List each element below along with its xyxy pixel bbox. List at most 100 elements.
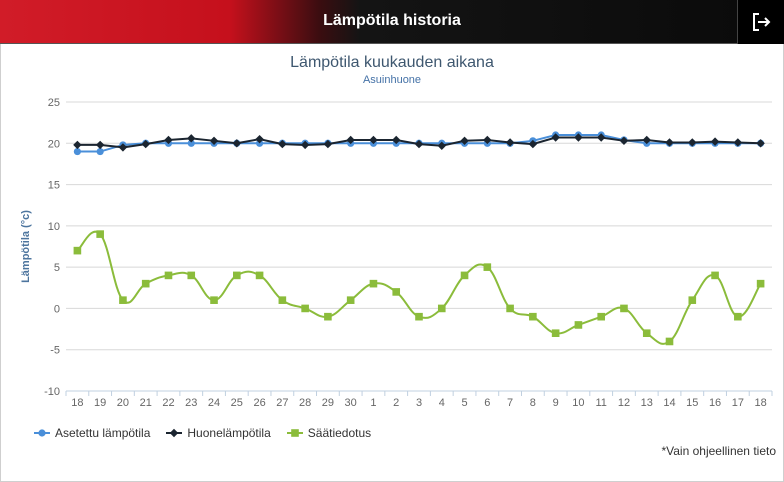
legend-label: Säätiedotus	[307, 426, 372, 440]
data-point	[596, 133, 606, 142]
x-tick-label: 2	[393, 397, 399, 409]
series-huonel-mp-tila	[73, 133, 765, 152]
data-point	[551, 329, 560, 337]
data-point	[141, 279, 150, 288]
data-point	[232, 139, 242, 148]
x-tick-label: 7	[507, 397, 513, 409]
legend-marker	[38, 429, 46, 437]
x-tick-label: 20	[117, 397, 129, 409]
x-tick-label: 30	[345, 397, 357, 409]
legend-item[interactable]: Säätiedotus	[286, 426, 372, 440]
data-point	[483, 135, 492, 145]
data-point	[300, 140, 310, 150]
data-point	[301, 304, 309, 313]
chart-legend: Asetettu lämpötila Huonelämpötila Säätiedo…	[34, 424, 387, 442]
y-tick-label: 0	[54, 303, 60, 315]
x-tick-label: 14	[663, 397, 675, 409]
series-line	[76, 230, 762, 345]
x-tick-label: 17	[732, 397, 744, 409]
data-point	[209, 136, 219, 146]
data-point	[164, 135, 173, 145]
logout-button[interactable]	[737, 0, 784, 44]
data-point	[460, 271, 469, 280]
chart-subtitle: Asuinhuone	[362, 74, 422, 86]
chart-title: Lämpötila kuukauden aikana	[290, 54, 494, 71]
data-point	[733, 138, 743, 147]
data-point	[528, 139, 538, 149]
legend-marker	[170, 428, 179, 438]
legend-symbol	[286, 429, 303, 437]
data-point	[73, 147, 81, 156]
x-tick-label: 28	[299, 397, 311, 409]
y-tick-label: 15	[48, 180, 60, 192]
x-tick-label: 25	[231, 397, 243, 409]
data-point	[506, 304, 514, 313]
x-tick-label: 12	[618, 397, 630, 409]
y-tick-label: -5	[50, 345, 60, 357]
y-tick-label: 20	[48, 138, 60, 150]
data-point	[688, 296, 697, 304]
data-point	[73, 140, 82, 150]
x-tick-label: 19	[94, 397, 106, 409]
data-point	[187, 139, 195, 147]
x-tick-label: 4	[439, 397, 445, 409]
data-point	[665, 337, 674, 346]
page-title: Lämpötila historia	[323, 12, 461, 29]
data-point	[95, 140, 105, 150]
data-point	[642, 329, 651, 337]
data-point	[278, 139, 287, 149]
data-point	[483, 263, 492, 271]
data-point	[392, 288, 401, 296]
data-point	[96, 230, 104, 238]
y-axis: -10 -5 0 5 10 15 20 25 Lämpötila (°c)	[20, 97, 60, 398]
header-bar: Lämpötila historia	[0, 0, 784, 44]
legend-label: Asetettu lämpötila	[55, 426, 151, 440]
x-tick-label: 16	[709, 397, 721, 409]
legend-marker	[290, 429, 299, 437]
data-point	[96, 147, 104, 156]
legend-label: Huonelämpötila	[187, 426, 271, 440]
series-s-tiedotus	[73, 230, 765, 346]
x-tick-label: 1	[370, 397, 376, 409]
data-point	[734, 312, 742, 321]
x-tick-label: 9	[553, 397, 559, 409]
legend-item[interactable]: Huonelämpötila	[166, 426, 271, 440]
data-point	[688, 138, 697, 147]
data-point	[619, 136, 629, 146]
data-point	[505, 138, 515, 147]
legend-item[interactable]: Asetettu lämpötila	[34, 426, 150, 440]
x-tick-label: 27	[276, 397, 288, 409]
data-point	[233, 271, 241, 280]
x-tick-label: 3	[416, 397, 422, 409]
y-axis-label: Lämpötila (°c)	[20, 210, 32, 283]
data-point	[415, 312, 423, 321]
footnote: *Vain ohjeellinen tieto	[661, 444, 776, 458]
data-point	[119, 296, 127, 304]
legend-symbol	[34, 429, 50, 437]
data-point	[255, 134, 264, 144]
data-point	[392, 135, 401, 145]
data-point	[437, 141, 446, 150]
data-point	[437, 304, 446, 313]
data-point	[118, 143, 128, 152]
x-tick-label: 11	[595, 397, 606, 409]
x-tick-label: 6	[484, 397, 490, 409]
data-point	[711, 271, 719, 280]
chart-series	[73, 131, 765, 346]
logout-icon	[753, 13, 771, 31]
y-tick-label: 5	[54, 262, 60, 274]
data-point	[73, 246, 82, 255]
x-tick-label: 8	[530, 397, 536, 409]
data-point	[141, 139, 150, 149]
y-tick-label: 25	[48, 97, 60, 109]
x-tick-label: 13	[641, 397, 653, 409]
x-axis: 18 19 20 21 22 23 24 25 26 27 28 29 30 1 2 3 4 5 6 7 8 9 10 11 1…	[65, 391, 773, 409]
data-point	[164, 271, 173, 280]
data-point	[756, 139, 765, 148]
data-point	[460, 136, 469, 146]
legend-symbol	[166, 428, 183, 438]
data-point	[574, 321, 583, 329]
x-tick-label: 22	[162, 397, 174, 409]
data-point	[324, 312, 332, 321]
